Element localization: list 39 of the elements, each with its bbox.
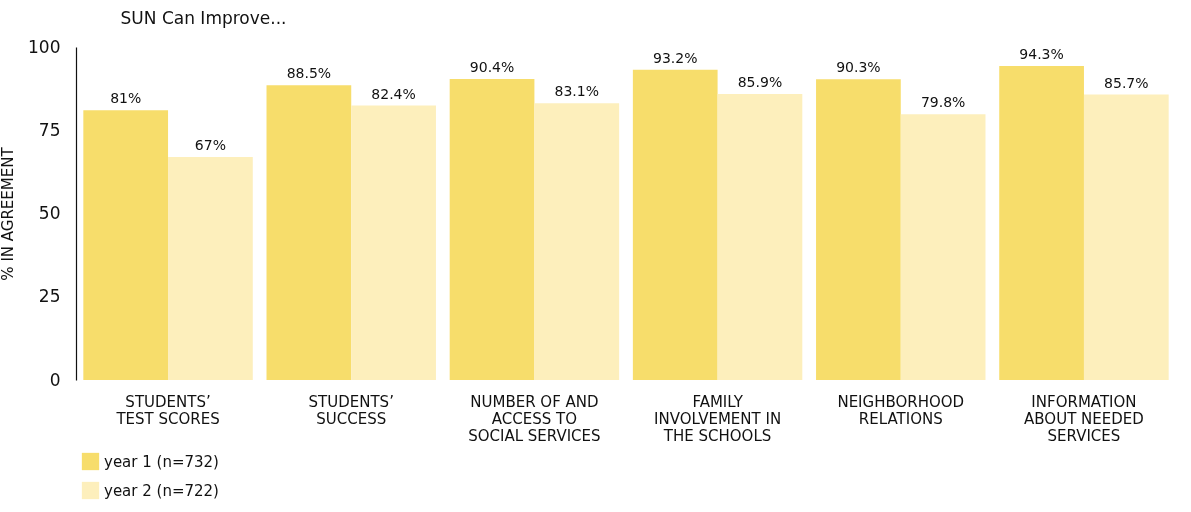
bar [83,110,169,380]
data-label: 79.8% [920,94,966,111]
legend-label: year 1 (n=732) [104,452,219,471]
bar [351,105,436,380]
bar [717,93,803,380]
y-tick-label: 0 [49,369,61,390]
y-axis-title: % IN AGREEMENT [0,146,18,281]
x-tick-label: FAMILY INVOLVEMENT IN THE SCHOOLS [654,392,782,445]
x-tick-label: NUMBER OF AND ACCESS TO SOCIAL SERVICES [468,392,601,445]
data-label: 82.4% [371,85,416,102]
y-tick-label: 25 [38,286,61,307]
bar [449,78,535,380]
bar [816,79,901,380]
data-label: 93.2% [652,49,698,66]
bar [900,114,986,380]
data-label: 94.3% [1019,45,1064,62]
bar [632,69,718,380]
x-tick-label: STUDENTS’ SUCCESS [308,392,394,428]
data-label: 85.7% [1104,74,1149,91]
y-tick-label: 75 [38,119,61,140]
data-label: 88.5% [286,65,332,82]
data-label: 90.3% [836,59,881,76]
y-tick-label: 100 [28,36,61,57]
bar [1083,94,1169,380]
y-tick-label: 50 [38,203,61,223]
bar [168,156,253,380]
data-label: 81% [110,90,142,107]
bar [534,103,620,380]
x-tick-label: STUDENTS’ TEST SCORES [115,392,220,428]
data-label: 90.4% [469,58,515,75]
data-label: 67% [194,136,226,153]
bar [999,65,1084,380]
chart-title: SUN Can Improve... [120,8,287,28]
x-tick-label: NEIGHBORHOOD RELATIONS [837,392,965,428]
bar [266,85,352,380]
data-label: 83.1% [554,83,600,100]
x-tick-label: INFORMATION ABOUT NEEDED SERVICES [1024,392,1144,445]
legend-label: year 2 (n=722) [104,481,219,500]
data-label: 85.9% [737,73,783,90]
